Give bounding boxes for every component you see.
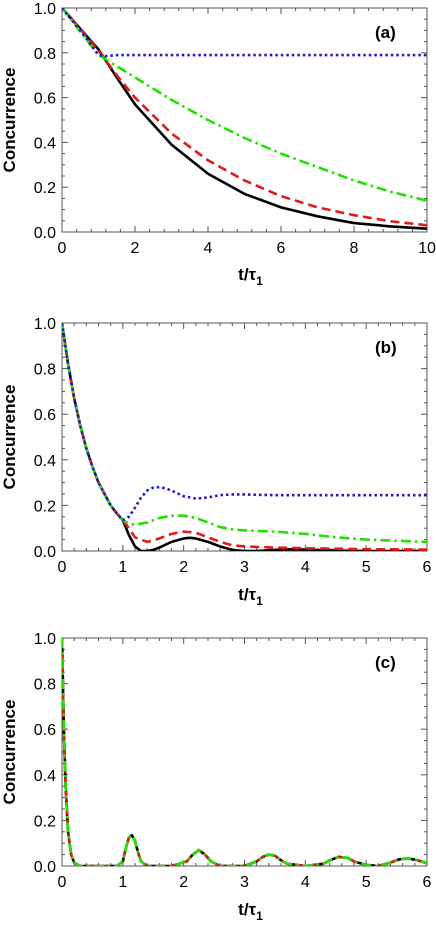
x-tick-label: 1 <box>118 874 127 891</box>
x-axis-title: t/τ1 <box>238 585 263 608</box>
plot-frame <box>61 637 428 867</box>
panel-b: 0 1 2 3 4 5 6 0.0 0.2 0.4 0.6 0.8 1.0 (b) t/τ1 Concurre… <box>0 316 432 608</box>
x-tick-label: 6 <box>423 874 432 891</box>
series-line-dashdot <box>62 8 427 202</box>
x-tick-label: 2 <box>179 874 188 891</box>
y-tick-label: 0.0 <box>34 859 56 876</box>
series-line-dashed <box>62 638 427 866</box>
x-tick-label: 2 <box>131 240 140 257</box>
series-line-dashed <box>62 323 427 551</box>
panel-label: (a) <box>375 23 396 42</box>
y-tick-label: 0.8 <box>34 677 56 694</box>
y-tick-label: 0.0 <box>34 225 56 242</box>
y-tick-label: 0.2 <box>34 180 56 197</box>
x-axis-title: t/τ1 <box>238 900 263 923</box>
series-group <box>62 323 427 551</box>
x-tick-label: 4 <box>301 874 310 891</box>
series-line-dashed <box>62 8 427 227</box>
y-axis-title: Concurrence <box>0 68 19 173</box>
x-tick-label: 3 <box>240 559 249 576</box>
plot-frame <box>61 322 428 552</box>
y-tick-label: 1.0 <box>34 316 56 333</box>
x-tick-label: 6 <box>277 240 286 257</box>
y-tick-label: 0.4 <box>34 453 56 470</box>
series-line-dotted <box>62 638 427 866</box>
y-tick-label: 0.6 <box>34 722 56 739</box>
y-tick-label: 0.6 <box>34 407 56 424</box>
x-tick-label: 10 <box>418 240 436 257</box>
y-tick-label: 0.4 <box>34 768 56 785</box>
x-tick-label: 8 <box>350 240 359 257</box>
series-group <box>62 638 427 866</box>
series-line-solid <box>62 323 427 551</box>
y-tick-label: 0.2 <box>34 813 56 830</box>
y-tick-label: 0.2 <box>34 498 56 515</box>
x-tick-label: 4 <box>301 559 310 576</box>
x-tick-label: 5 <box>362 559 371 576</box>
x-tick-label: 6 <box>423 559 432 576</box>
series-line-dashdot <box>62 638 427 866</box>
y-tick-label: 0.4 <box>34 135 56 152</box>
y-axis-title: Concurrence <box>0 700 19 805</box>
series-line-solid <box>62 638 427 866</box>
y-tick-label: 1.0 <box>34 1 56 18</box>
y-tick-label: 0.8 <box>34 46 56 63</box>
x-tick-label: 0 <box>58 874 67 891</box>
x-tick-label: 2 <box>179 559 188 576</box>
panel-label: (c) <box>375 653 396 672</box>
x-tick-label: 5 <box>362 874 371 891</box>
x-tick-label: 4 <box>204 240 213 257</box>
series-line-dotted <box>62 323 427 522</box>
y-tick-label: 0.6 <box>34 91 56 108</box>
x-tick-label: 3 <box>240 874 249 891</box>
x-tick-label: 1 <box>118 559 127 576</box>
y-tick-label: 1.0 <box>34 631 56 648</box>
series-line-solid <box>62 8 427 230</box>
x-tick-label: 0 <box>58 240 67 257</box>
series-group <box>62 8 427 230</box>
y-tick-label: 0.8 <box>34 362 56 379</box>
plot-frame <box>61 7 428 233</box>
x-axis-title: t/τ1 <box>238 265 263 288</box>
panel-label: (b) <box>375 338 397 357</box>
panel-c: 0 1 2 3 4 5 6 0.0 0.2 0.4 0.6 0.8 1.0 (c) t/τ1 Concurre… <box>0 631 432 923</box>
series-line-dashdot <box>62 323 427 544</box>
series-line-dotted <box>62 8 427 58</box>
y-axis-title: Concurrence <box>0 385 19 490</box>
y-tick-label: 0.0 <box>34 544 56 561</box>
panel-a: 0 2 4 6 8 10 0.0 0.2 0.4 0.6 0.8 1.0 (a) t/τ1 Concurre… <box>0 1 436 288</box>
x-tick-label: 0 <box>58 559 67 576</box>
